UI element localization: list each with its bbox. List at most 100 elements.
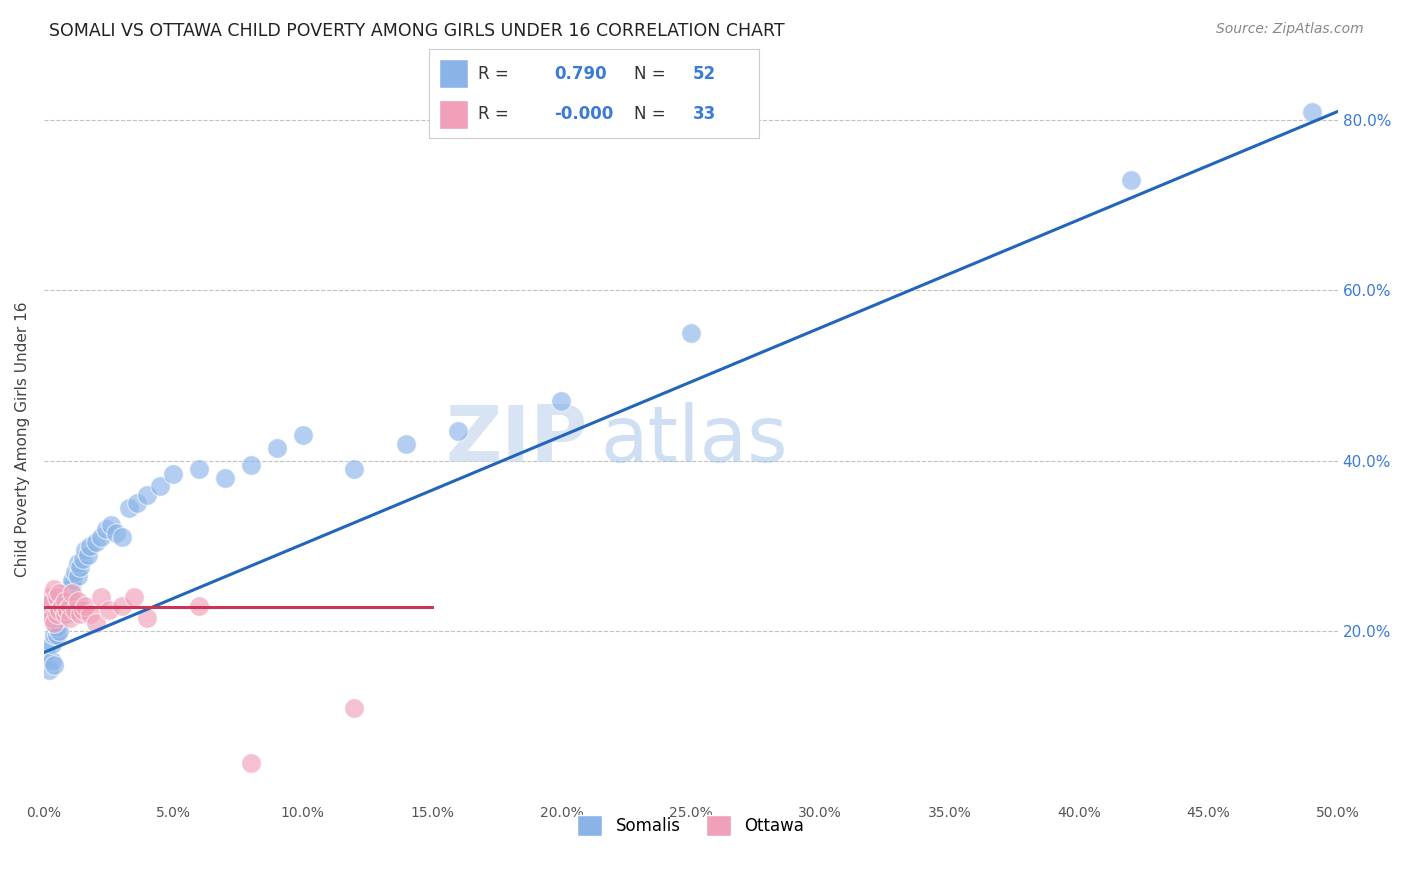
Point xyxy=(105,526,128,541)
Point xyxy=(51,607,73,622)
Point xyxy=(1301,104,1323,119)
Point xyxy=(63,565,86,579)
Point xyxy=(136,611,159,625)
Point xyxy=(59,611,82,625)
Point xyxy=(44,582,66,596)
Point xyxy=(45,607,67,622)
Point xyxy=(45,620,67,634)
Point xyxy=(41,654,63,668)
FancyBboxPatch shape xyxy=(439,59,468,88)
Point xyxy=(75,599,97,613)
Point xyxy=(124,590,146,604)
Point xyxy=(51,599,73,613)
Point xyxy=(110,599,132,613)
Point xyxy=(75,543,97,558)
Text: 33: 33 xyxy=(693,104,717,123)
Point xyxy=(66,556,89,570)
Point xyxy=(48,611,70,625)
Point xyxy=(45,607,67,622)
Point xyxy=(69,607,91,622)
Point xyxy=(266,441,288,455)
Point xyxy=(56,603,79,617)
Point xyxy=(51,599,73,613)
Point xyxy=(59,590,82,604)
Point xyxy=(188,599,211,613)
Point xyxy=(90,590,112,604)
Text: R =: R = xyxy=(478,104,509,123)
Point xyxy=(239,756,262,771)
Point xyxy=(53,594,76,608)
Point xyxy=(38,590,60,604)
Point xyxy=(44,615,66,630)
Point xyxy=(79,539,101,553)
Point xyxy=(97,603,120,617)
Point xyxy=(53,603,76,617)
Point xyxy=(41,594,63,608)
Point xyxy=(56,594,79,608)
Text: SOMALI VS OTTAWA CHILD POVERTY AMONG GIRLS UNDER 16 CORRELATION CHART: SOMALI VS OTTAWA CHILD POVERTY AMONG GIR… xyxy=(49,22,785,40)
Point xyxy=(59,582,82,596)
Point xyxy=(48,586,70,600)
Point xyxy=(100,517,122,532)
Point xyxy=(45,590,67,604)
Point xyxy=(56,607,79,622)
Point xyxy=(44,658,66,673)
Text: 0.790: 0.790 xyxy=(554,64,607,83)
Point xyxy=(60,577,83,591)
Point xyxy=(38,663,60,677)
Text: R =: R = xyxy=(478,64,509,83)
Point xyxy=(72,551,94,566)
Point xyxy=(66,569,89,583)
Point xyxy=(77,548,100,562)
Point xyxy=(395,436,418,450)
Point xyxy=(44,628,66,642)
Point xyxy=(94,522,117,536)
Point xyxy=(35,645,58,659)
Point xyxy=(59,599,82,613)
Point xyxy=(239,458,262,472)
Y-axis label: Child Poverty Among Girls Under 16: Child Poverty Among Girls Under 16 xyxy=(15,301,30,577)
Point xyxy=(118,500,141,515)
Point xyxy=(60,573,83,587)
Point xyxy=(679,326,702,340)
Point xyxy=(550,394,572,409)
Point xyxy=(1119,172,1142,186)
Point xyxy=(45,628,67,642)
Point xyxy=(343,701,366,715)
Point xyxy=(69,560,91,574)
Text: N =: N = xyxy=(634,64,665,83)
Point xyxy=(149,479,172,493)
Point xyxy=(90,531,112,545)
Point xyxy=(48,603,70,617)
Text: 52: 52 xyxy=(693,64,716,83)
Point xyxy=(110,531,132,545)
Text: ZIP: ZIP xyxy=(446,401,588,477)
Text: -0.000: -0.000 xyxy=(554,104,613,123)
Point xyxy=(53,594,76,608)
Legend: Somalis, Ottawa: Somalis, Ottawa xyxy=(569,807,813,844)
Point xyxy=(66,594,89,608)
Point xyxy=(162,467,184,481)
Point xyxy=(447,424,470,438)
Point xyxy=(41,611,63,625)
Point xyxy=(214,471,236,485)
Point xyxy=(188,462,211,476)
Point xyxy=(125,496,148,510)
Point xyxy=(79,607,101,622)
Point xyxy=(35,599,58,613)
FancyBboxPatch shape xyxy=(439,100,468,129)
Point xyxy=(291,428,314,442)
Point xyxy=(84,534,107,549)
Point xyxy=(41,637,63,651)
Point xyxy=(343,462,366,476)
Point xyxy=(53,607,76,622)
Text: Source: ZipAtlas.com: Source: ZipAtlas.com xyxy=(1216,22,1364,37)
Point xyxy=(63,603,86,617)
Point xyxy=(72,603,94,617)
Point xyxy=(60,586,83,600)
Point xyxy=(84,615,107,630)
Point xyxy=(136,488,159,502)
Point xyxy=(48,624,70,639)
Text: atlas: atlas xyxy=(600,401,787,477)
Text: N =: N = xyxy=(634,104,665,123)
